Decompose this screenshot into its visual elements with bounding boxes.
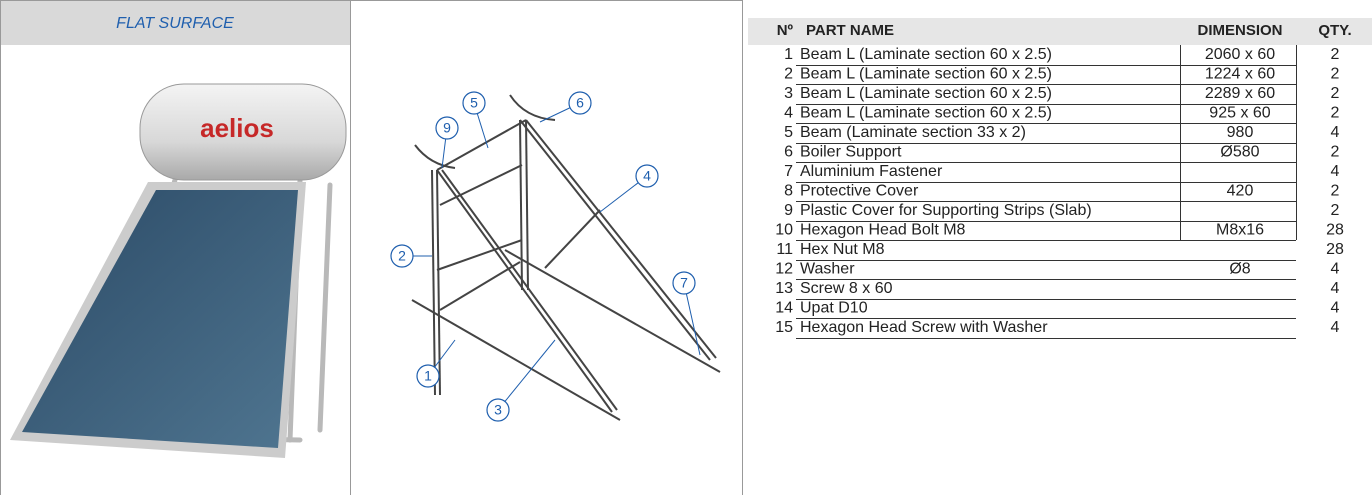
row-number: 7 bbox=[784, 163, 793, 180]
leader-line bbox=[683, 282, 701, 356]
left-header bbox=[1, 1, 350, 45]
quantity: 28 bbox=[1326, 241, 1344, 258]
part-name: Beam L (Laminate section 60 x 2.5) bbox=[800, 104, 1052, 121]
dimension: M8x16 bbox=[1216, 221, 1264, 238]
row-number: 3 bbox=[784, 85, 793, 102]
row-number: 8 bbox=[784, 182, 793, 199]
part-name: Beam (Laminate section 33 x 2) bbox=[800, 124, 1026, 141]
quantity: 4 bbox=[1331, 280, 1340, 297]
row-number: 1 bbox=[784, 46, 793, 63]
callout-circle bbox=[672, 271, 696, 295]
callout-number: 5 bbox=[470, 95, 478, 111]
callout-circle bbox=[435, 116, 459, 140]
row-number: 9 bbox=[784, 202, 793, 219]
quantity: 2 bbox=[1331, 104, 1340, 121]
part-name: Beam L (Laminate section 60 x 2.5) bbox=[800, 46, 1052, 63]
parts-table: Nº PART NAME DIMENSION QTY. 1 Beam L (Laminat… bbox=[775, 22, 1352, 339]
dimension: 2289 x 60 bbox=[1205, 85, 1275, 102]
part-name: Hexagon Head Bolt M8 bbox=[800, 221, 966, 238]
table-header-bg bbox=[748, 18, 1372, 45]
dimension: Ø8 bbox=[1229, 260, 1250, 277]
callout-circle bbox=[635, 164, 659, 188]
callouts: 1 2 3 4 5 6 7 9 bbox=[390, 91, 701, 422]
callout-circle bbox=[416, 364, 440, 388]
row-number: 4 bbox=[784, 104, 793, 121]
callout-number: 7 bbox=[680, 275, 688, 291]
callout-number: 9 bbox=[443, 120, 451, 136]
part-name: Upat D10 bbox=[800, 299, 868, 316]
header-qty: QTY. bbox=[1318, 22, 1351, 39]
quantity: 2 bbox=[1331, 143, 1340, 160]
part-name: Protective Cover bbox=[800, 182, 919, 199]
product-image: aelios bbox=[10, 83, 347, 458]
part-name: Plastic Cover for Supporting Strips (Sla… bbox=[800, 202, 1092, 219]
part-name: Hexagon Head Screw with Washer bbox=[800, 319, 1048, 336]
assembly-drawing bbox=[411, 94, 721, 421]
callout-circle bbox=[390, 244, 414, 268]
dimension: 1224 x 60 bbox=[1205, 65, 1275, 82]
dimension: 2060 x 60 bbox=[1205, 46, 1275, 63]
callout-number: 4 bbox=[643, 168, 651, 184]
row-number: 14 bbox=[775, 299, 793, 316]
callout-circle bbox=[486, 398, 510, 422]
callout-number: 3 bbox=[494, 402, 502, 418]
header-no: Nº bbox=[777, 22, 794, 39]
header-name: PART NAME bbox=[806, 22, 894, 39]
part-name: Beam L (Laminate section 60 x 2.5) bbox=[800, 85, 1052, 102]
row-number: 6 bbox=[784, 143, 793, 160]
callout-number: 6 bbox=[576, 95, 584, 111]
row-number: 15 bbox=[775, 319, 793, 336]
row-number: 13 bbox=[775, 280, 793, 297]
part-name: Washer bbox=[800, 260, 855, 277]
brand: aelios bbox=[200, 113, 274, 143]
dimension: 925 x 60 bbox=[1209, 104, 1270, 121]
callout-circle bbox=[568, 91, 592, 115]
quantity: 4 bbox=[1331, 124, 1340, 141]
part-name: Aluminium Fastener bbox=[800, 163, 943, 180]
quantity: 2 bbox=[1331, 182, 1340, 199]
row-number: 2 bbox=[784, 65, 793, 82]
quantity: 2 bbox=[1331, 65, 1340, 82]
quantity: 4 bbox=[1331, 163, 1340, 180]
row-number: 12 bbox=[775, 260, 793, 277]
dimension: 980 bbox=[1227, 124, 1254, 141]
callout-number: 2 bbox=[398, 248, 406, 264]
quantity: 28 bbox=[1326, 221, 1344, 238]
quantity: 4 bbox=[1331, 319, 1340, 336]
dimension: Ø580 bbox=[1220, 143, 1259, 160]
part-name: Beam L (Laminate section 60 x 2.5) bbox=[800, 65, 1052, 82]
quantity: 2 bbox=[1331, 85, 1340, 102]
borders bbox=[0, 0, 743, 495]
row-number: 11 bbox=[776, 241, 793, 258]
part-name: Screw 8 x 60 bbox=[800, 280, 893, 297]
quantity: 4 bbox=[1331, 299, 1340, 316]
leader-line bbox=[497, 339, 556, 411]
left-title: FLAT SURFACE bbox=[116, 15, 234, 32]
quantity: 2 bbox=[1331, 46, 1340, 63]
callout-circle bbox=[462, 91, 486, 115]
quantity: 2 bbox=[1331, 202, 1340, 219]
part-name: Hex Nut M8 bbox=[800, 241, 885, 258]
dimension: 420 bbox=[1227, 182, 1254, 199]
quantity: 4 bbox=[1331, 260, 1340, 277]
row-number: 5 bbox=[784, 124, 793, 141]
header-dimension: DIMENSION bbox=[1197, 22, 1282, 39]
callout-number: 1 bbox=[424, 368, 432, 384]
part-name: Boiler Support bbox=[800, 143, 902, 160]
row-number: 10 bbox=[775, 221, 793, 238]
